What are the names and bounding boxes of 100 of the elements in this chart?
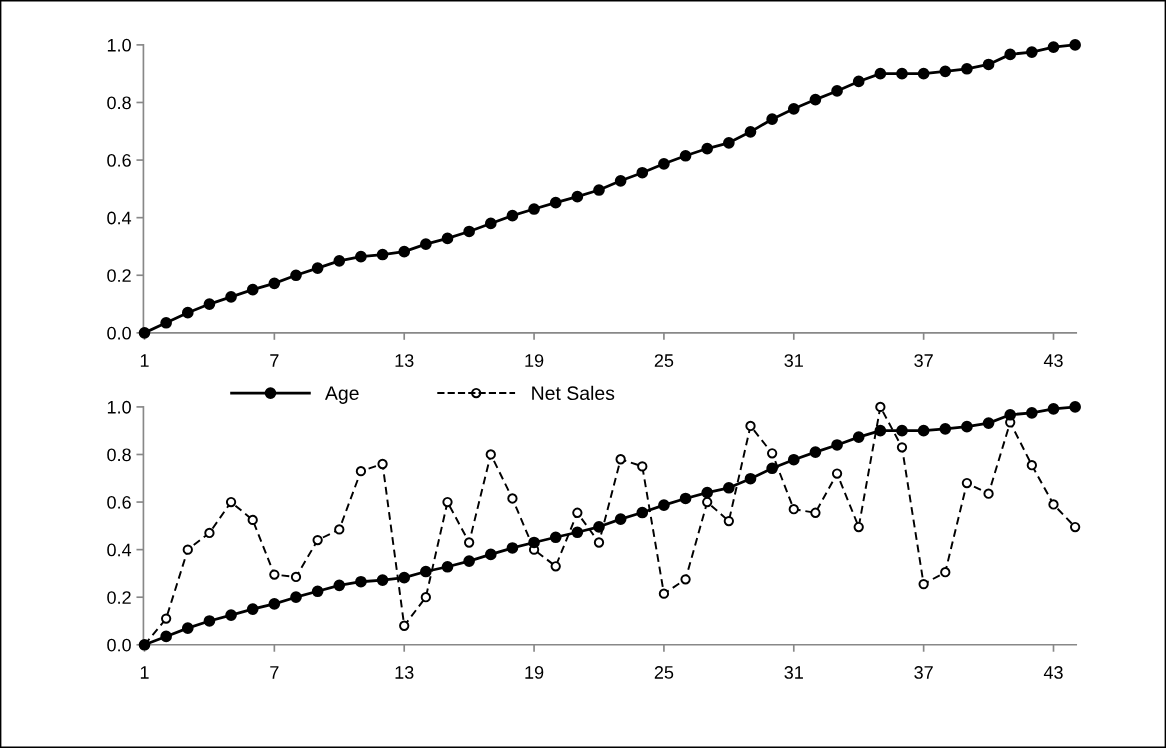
point [549,531,562,544]
point [852,431,865,443]
y-tick-label: 1.0 [107,38,131,52]
point [614,513,627,526]
point [1070,521,1081,533]
point [225,496,237,508]
point [181,306,194,319]
point [679,149,692,162]
point [442,496,453,508]
x-tick-label: 37 [914,354,933,367]
point [268,277,281,290]
point [311,262,324,274]
point [875,401,886,413]
x-tick-label: 19 [525,354,544,367]
point [982,58,995,71]
point [831,439,843,451]
point [593,520,605,533]
point [636,166,649,179]
point [549,196,562,209]
point [181,622,194,634]
point [376,248,389,261]
point [723,515,734,527]
point [399,620,410,631]
point [615,454,626,465]
point [333,255,346,267]
point [160,316,172,329]
point [311,585,324,598]
point [355,466,367,477]
point [1004,408,1017,421]
x-tick-label: 13 [395,354,414,367]
y-tick-label: 0.4 [107,211,132,225]
point [767,448,778,459]
point [701,142,714,155]
point [940,567,951,578]
legend-label: Age [324,386,359,404]
point [463,555,475,567]
point [377,458,388,470]
point [982,417,995,429]
point [723,481,735,494]
point [247,514,258,526]
y-tick-label: 0.6 [107,154,131,167]
point [744,126,757,138]
point [571,526,584,539]
point [376,574,389,586]
point [506,209,519,222]
point [484,548,497,561]
point [896,424,908,437]
point [744,472,757,485]
point [702,496,713,508]
point [810,507,821,518]
point [723,136,735,149]
point [420,565,432,578]
point [528,203,540,215]
x-tick-label: 43 [1043,354,1063,367]
y-tick-label: 0.8 [107,448,131,462]
point [550,561,561,572]
x-tick-label: 31 [784,354,803,367]
point [917,424,930,437]
x-tick-label: 7 [270,666,279,679]
point [160,630,172,643]
point [874,424,887,437]
point [787,453,800,466]
point [203,298,216,310]
point [1026,460,1037,471]
point [1004,48,1017,61]
point [1069,39,1081,51]
point [1069,401,1081,413]
point [290,591,302,604]
legend-label: Net Sales [532,385,615,401]
point [572,507,583,518]
point [939,422,952,435]
point [961,62,973,75]
point [485,449,496,460]
point [225,609,237,621]
point [614,174,627,187]
point [420,238,432,250]
point [420,592,431,603]
y-tick-label: 0.4 [107,543,132,557]
x-tick-label: 19 [525,666,544,679]
point [658,157,670,170]
point [268,598,281,610]
x-tick-label: 1 [140,666,149,679]
point [246,283,259,296]
point [246,603,259,615]
y-tick-label: 0.6 [107,495,131,509]
x-tick-label: 25 [654,666,674,679]
y-tick-label: 0.0 [107,326,131,340]
point [896,442,908,453]
point [1026,407,1038,419]
point [204,527,215,539]
point [787,102,800,115]
point [831,468,843,479]
x-tick-label: 25 [654,354,674,367]
point [225,291,237,303]
point [506,542,519,554]
point [269,569,280,580]
point [334,524,345,535]
x-tick-label: 13 [395,666,414,679]
point [636,506,649,519]
y-tick-label: 0.8 [107,96,131,110]
